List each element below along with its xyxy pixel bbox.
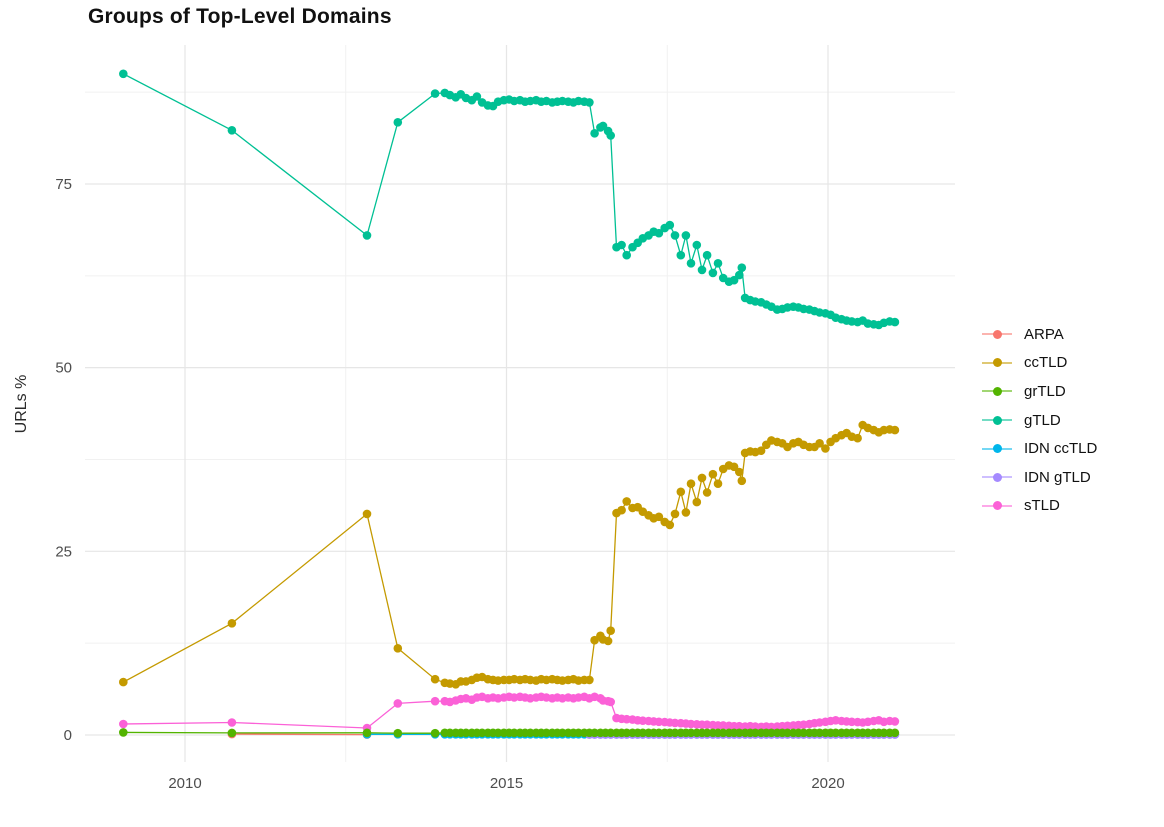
- svg-text:50: 50: [55, 360, 72, 377]
- svg-text:2020: 2020: [811, 775, 844, 792]
- legend-key-arpa: [982, 328, 1012, 340]
- legend-item-gtld: gTLD: [982, 406, 1097, 435]
- legend-label-gtld: gTLD: [1024, 411, 1061, 429]
- legend-label-grtld: grTLD: [1024, 382, 1066, 400]
- legend-key-cctld: [982, 357, 1012, 369]
- legend-key-grtld: [982, 385, 1012, 397]
- svg-text:25: 25: [55, 543, 72, 560]
- svg-text:75: 75: [55, 176, 72, 193]
- legend-label-cctld: ccTLD: [1024, 354, 1068, 372]
- svg-text:2015: 2015: [490, 775, 523, 792]
- legend-item-idn-cctld: IDN ccTLD: [982, 434, 1097, 463]
- legend-item-grtld: grTLD: [982, 377, 1097, 406]
- svg-text:2010: 2010: [168, 775, 201, 792]
- legend-dot-swatch: [992, 415, 1002, 425]
- svg-text:0: 0: [64, 727, 72, 744]
- legend-item-idn-gtld: IDN gTLD: [982, 463, 1097, 492]
- legend-label-arpa: ARPA: [1024, 325, 1064, 343]
- legend-label-idn-gtld: IDN gTLD: [1024, 468, 1091, 486]
- legend-dot-swatch: [992, 444, 1002, 454]
- legend-key-idn-cctld: [982, 443, 1012, 455]
- chart-title: Groups of Top-Level Domains: [88, 5, 392, 28]
- legend-key-idn-gtld: [982, 471, 1012, 483]
- legend-label-idn-cctld: IDN ccTLD: [1024, 440, 1098, 458]
- legend-dot-swatch: [992, 329, 1002, 339]
- legend-dot-swatch: [992, 386, 1002, 396]
- legend-item-stld: sTLD: [982, 492, 1097, 521]
- legend-dot-swatch: [992, 358, 1002, 368]
- legend-key-stld: [982, 500, 1012, 512]
- chart-legend: ARPA ccTLD grTLD gTLD IDN ccTLD IDN gTLD…: [982, 320, 1097, 520]
- legend-label-stld: sTLD: [1024, 497, 1060, 515]
- legend-dot-swatch: [992, 472, 1002, 482]
- legend-dot-swatch: [992, 501, 1002, 511]
- legend-key-gtld: [982, 414, 1012, 426]
- legend-item-cctld: ccTLD: [982, 349, 1097, 378]
- legend-item-arpa: ARPA: [982, 320, 1097, 349]
